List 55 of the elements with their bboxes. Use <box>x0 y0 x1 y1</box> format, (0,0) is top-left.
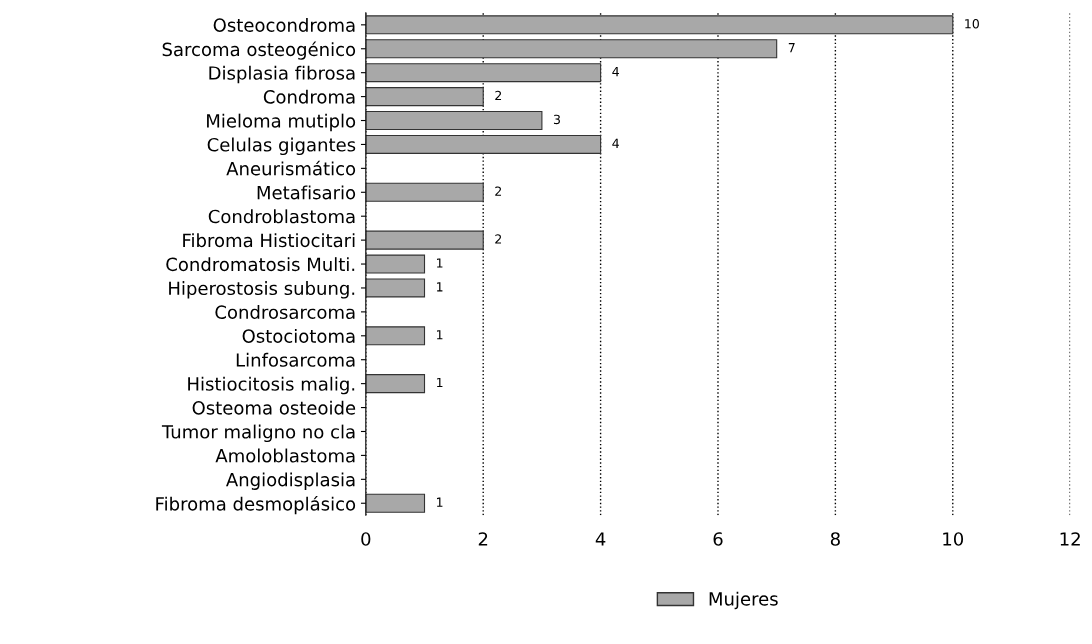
y-tick-label: Tumor maligno no cla <box>161 424 355 443</box>
bar <box>365 39 778 59</box>
data-label: 4 <box>612 67 619 77</box>
x-tick-label: 0 <box>361 532 371 546</box>
bar <box>365 230 484 250</box>
bar <box>365 374 426 394</box>
y-tick-label: Osteocondroma <box>213 17 355 32</box>
data-label: 1 <box>437 497 443 507</box>
bar <box>365 326 426 346</box>
y-tick-label: Metafisario <box>257 185 356 200</box>
bar <box>365 63 602 83</box>
data-label: 3 <box>553 114 560 125</box>
data-label: 4 <box>612 138 619 148</box>
data-label: 2 <box>495 234 502 244</box>
bar <box>365 134 602 154</box>
data-label: 2 <box>495 186 502 196</box>
bar <box>365 493 426 513</box>
x-tick-label: 2 <box>478 532 488 546</box>
y-tick-label: Linfosarcoma <box>236 352 355 367</box>
data-label: 2 <box>495 90 502 101</box>
legend-label: Mujeres <box>709 591 778 610</box>
y-tick-label: Condromatosis Multi. <box>166 257 355 272</box>
y-tick-label: Amoloblastoma <box>215 448 355 463</box>
y-tick-label: Osteoma osteoide <box>192 400 356 415</box>
bar <box>365 182 484 202</box>
y-tick-label: Sarcoma osteogénico <box>162 41 356 60</box>
data-label: 1 <box>437 330 443 340</box>
data-label: 1 <box>437 258 443 268</box>
data-label: 1 <box>437 282 443 292</box>
y-tick-label: Angiodisplasia <box>226 472 355 490</box>
data-label: 10 <box>965 19 979 29</box>
data-label: 1 <box>437 377 443 388</box>
data-label: 7 <box>788 43 795 53</box>
x-tick-label: 10 <box>943 532 964 546</box>
y-tick-label: Fibroma desmoplásico <box>156 496 356 515</box>
y-tick-label: Aneurismático <box>226 160 356 176</box>
x-tick-label: 8 <box>830 532 840 546</box>
y-tick-label: Ostociotoma <box>242 328 355 343</box>
bar <box>365 15 954 35</box>
y-tick-label: Condroma <box>263 89 355 104</box>
bar <box>365 110 543 131</box>
x-tick-label: 6 <box>713 532 723 546</box>
bar <box>365 278 426 298</box>
x-tick-label: 12 <box>1060 532 1080 546</box>
bar <box>365 254 426 274</box>
y-tick-label: Condrosarcoma <box>215 305 355 319</box>
y-tick-label: Celulas gigantes <box>207 137 356 156</box>
bar <box>365 87 484 107</box>
y-tick-label: Fibroma Histiocitari <box>183 233 355 248</box>
y-tick-label: Condroblastoma <box>208 209 355 224</box>
y-tick-label: Hiperostosis subung. <box>169 281 355 299</box>
y-tick-label: Histiocitosis malig. <box>188 376 355 395</box>
y-tick-label: Displasia fibrosa <box>209 65 355 84</box>
y-tick-label: Mieloma mutiplo <box>207 113 356 132</box>
x-tick-label: 4 <box>595 532 606 546</box>
